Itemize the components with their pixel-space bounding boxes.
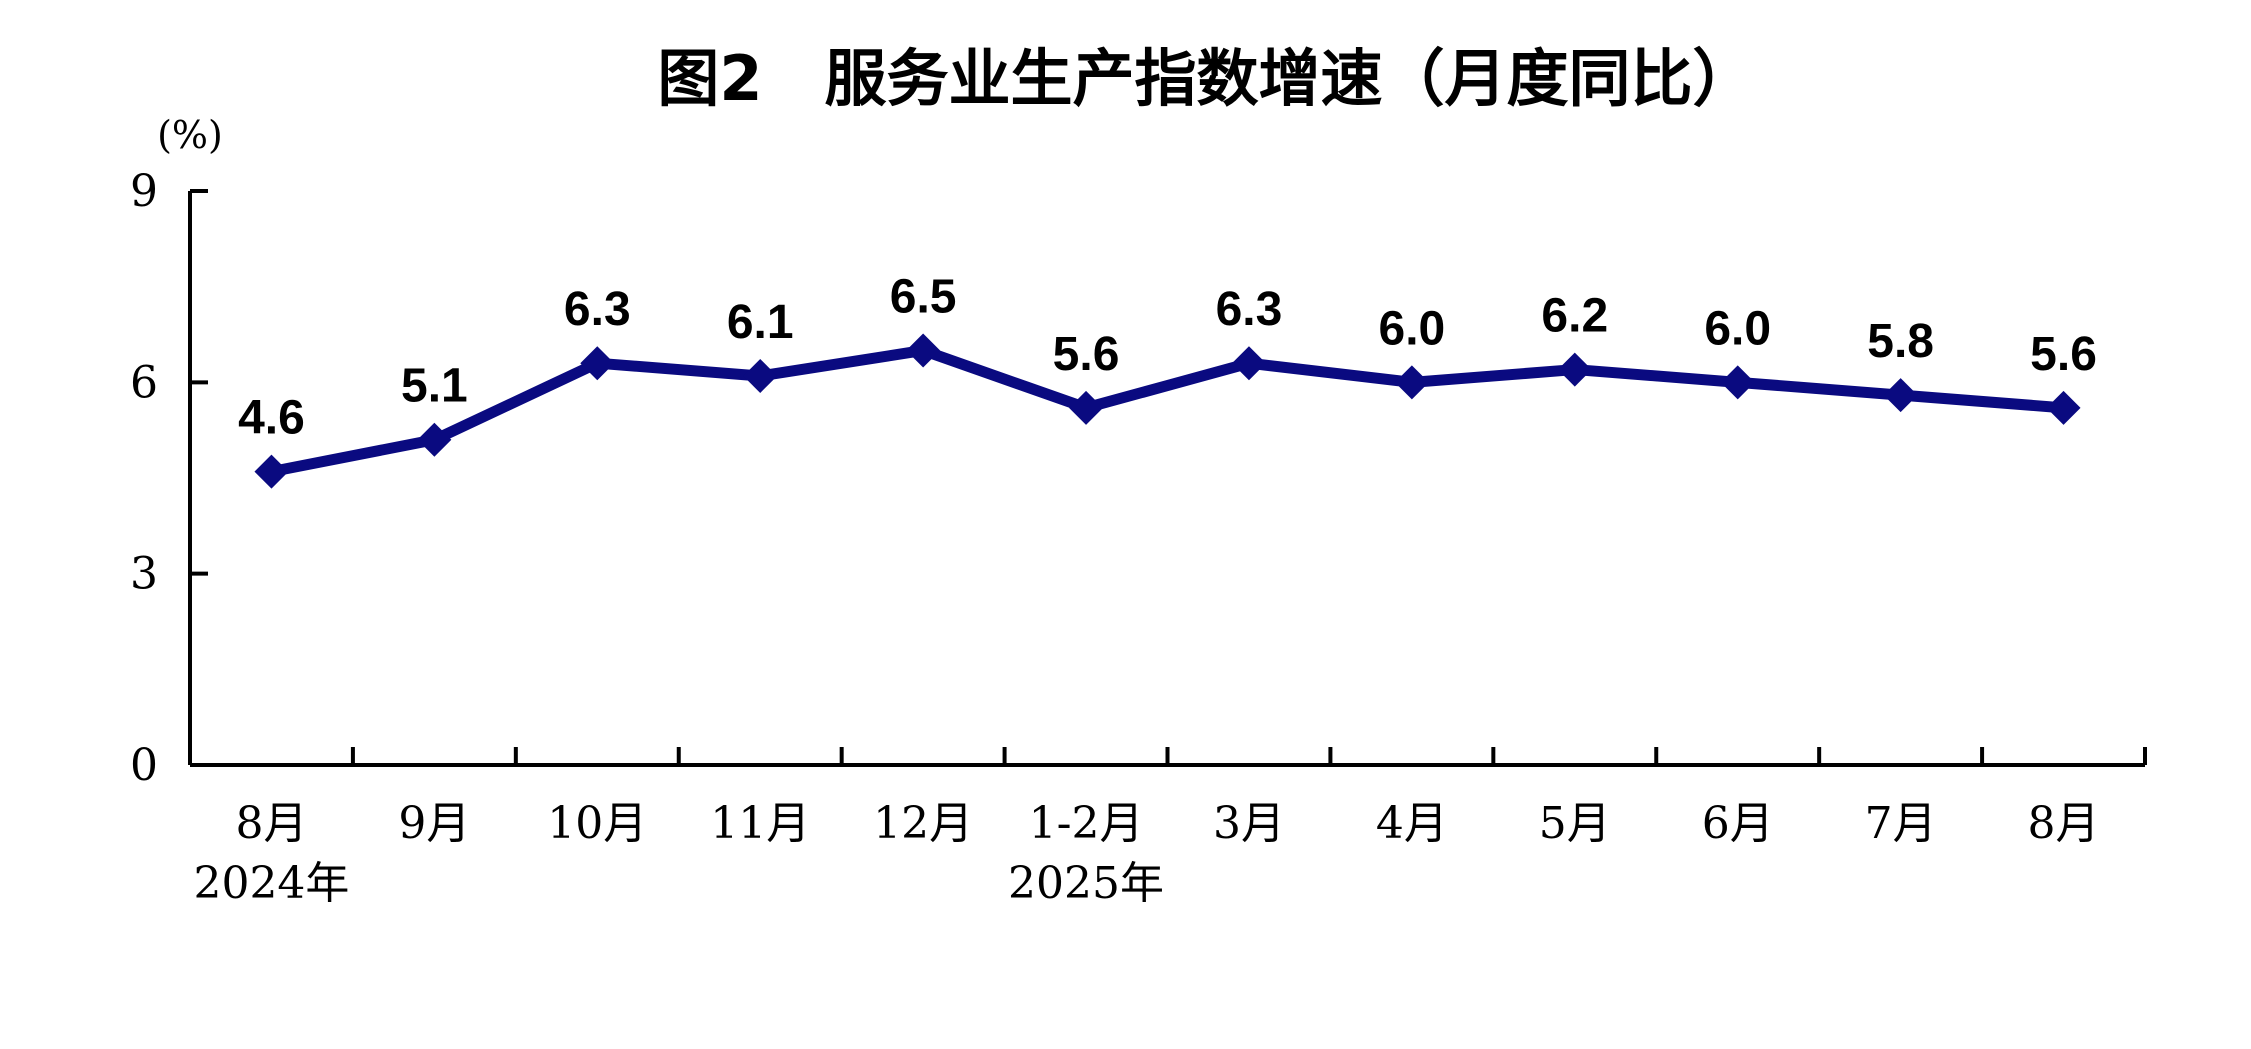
x-category-label: 12月 [873, 798, 973, 849]
data-label: 6.1 [727, 296, 794, 349]
x-category-label: 3月 [1213, 798, 1285, 849]
x-category-label: 5月 [1539, 798, 1611, 849]
x-category-label: 8月 [2028, 798, 2100, 849]
data-label: 5.6 [1053, 328, 1120, 381]
axes: 0 3 6 9 8月 9月 10月 11月 12月 1-2月 3月 4月 5月 6月 7月 8月 2024年 20… [130, 166, 2147, 909]
series-line [254, 333, 2081, 489]
x-year-label: 2025年 [1008, 858, 1164, 909]
data-label: 5.1 [401, 360, 468, 413]
x-category-label: 6月 [1702, 798, 1774, 849]
data-label: 6.0 [1379, 302, 1446, 355]
x-category-label: 4月 [1376, 798, 1448, 849]
data-label: 6.3 [564, 283, 631, 336]
y-tick-label: 0 [130, 740, 158, 791]
data-point-marker [1231, 346, 1266, 381]
series-line-path [265, 344, 2070, 478]
chart-title: 图2 服务业生产指数增速（月度同比） [657, 42, 1754, 115]
y-axis-unit-label: (%) [157, 113, 223, 157]
data-point-marker [1720, 365, 1755, 400]
x-category-label: 8月 [235, 798, 307, 849]
data-point-marker [743, 358, 778, 393]
data-point-marker [1883, 378, 1918, 413]
data-label: 6.0 [1704, 302, 1771, 355]
y-tick-label: 3 [130, 549, 158, 600]
data-label: 5.8 [1867, 315, 1934, 368]
data-point-marker [254, 454, 289, 489]
data-labels: 4.6 5.1 6.3 6.1 6.5 5.6 6.3 6.0 6.2 6.0 5.8 5.6 [238, 270, 2097, 444]
x-category-label: 7月 [1865, 798, 1937, 849]
data-label: 6.3 [1216, 283, 1283, 336]
data-point-marker [1557, 352, 1592, 387]
y-tick-label: 9 [130, 166, 158, 217]
data-label: 6.5 [890, 270, 957, 323]
data-point-marker [1069, 390, 1104, 425]
x-category-label: 9月 [398, 798, 470, 849]
data-label: 5.6 [2030, 328, 2097, 381]
y-tick-label: 6 [130, 357, 158, 408]
data-point-marker [580, 346, 615, 381]
data-point-marker [417, 422, 452, 457]
x-category-label: 1-2月 [1029, 798, 1144, 849]
x-category-label: 11月 [710, 798, 810, 849]
data-point-marker [1394, 365, 1429, 400]
data-label: 6.2 [1541, 290, 1608, 343]
data-point-marker [906, 333, 941, 368]
x-year-label: 2024年 [193, 858, 349, 909]
x-category-label: 10月 [547, 798, 647, 849]
data-label: 4.6 [238, 392, 305, 445]
data-point-marker [2046, 390, 2081, 425]
